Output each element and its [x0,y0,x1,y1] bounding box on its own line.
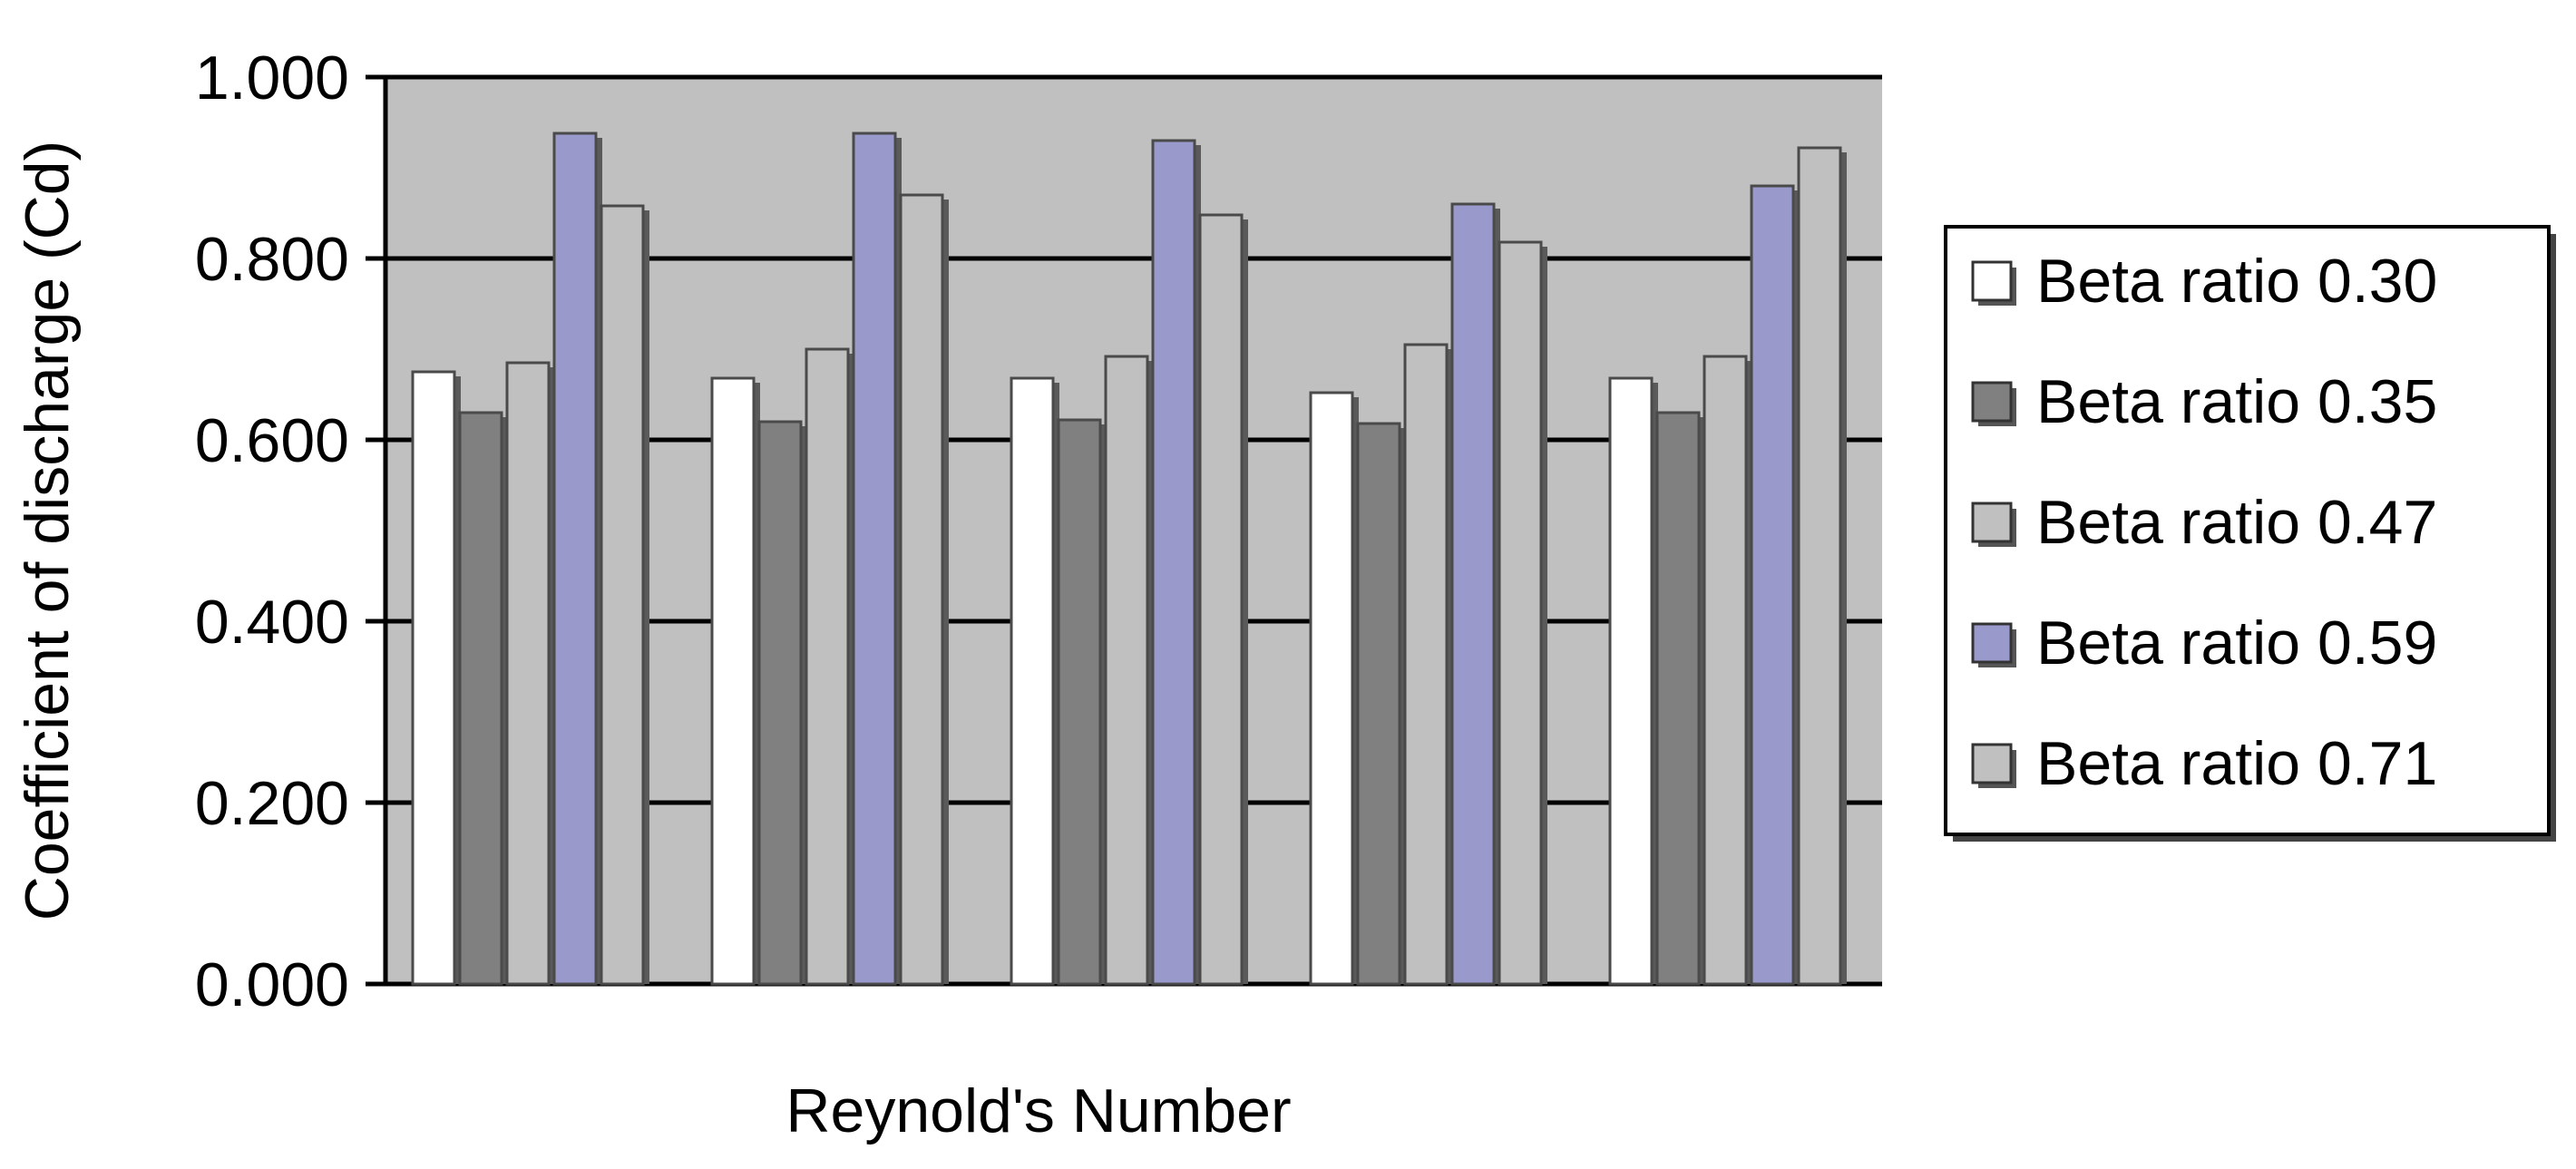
legend-label: Beta ratio 0.71 [2036,729,2437,798]
bar [1057,418,1102,986]
bar [1309,391,1354,986]
y-tick-label: 0.200 [195,769,349,838]
bar [1450,202,1496,986]
legend-swatch [1971,381,2013,423]
bar [505,361,551,986]
bar [1498,240,1543,986]
bar [1198,213,1244,986]
y-axis-label: Coefficient of discharge (Cd) [13,141,82,921]
y-tick-label: 0.600 [195,406,349,475]
legend-label: Beta ratio 0.47 [2036,488,2437,557]
y-tick-label: 1.000 [195,44,349,112]
bar [600,204,645,986]
bar [1104,355,1149,986]
bar [1655,411,1701,986]
bar [710,376,756,986]
bars [411,132,1847,986]
legend-label: Beta ratio 0.59 [2036,609,2437,677]
bar [757,420,803,986]
bar [1608,376,1654,986]
legend-box [1944,225,2551,836]
bar [552,132,598,986]
bar [1797,146,1842,986]
bar [805,347,850,986]
legend-swatch [1971,260,2013,302]
y-tick-label: 0.400 [195,588,349,657]
legend-label: Beta ratio 0.30 [2036,247,2437,316]
bar [458,411,503,986]
y-axis: 0.000 0.200 0.400 0.600 0.800 1.000 [195,44,388,1019]
legend: Beta ratio 0.30 Beta ratio 0.35 Beta ratio… [1944,225,2556,842]
legend-label: Beta ratio 0.35 [2036,367,2437,436]
bar [1703,355,1748,986]
bar [1750,184,1795,986]
y-tick-label: 0.800 [195,225,349,294]
y-tick-label: 0.000 [195,950,349,1019]
legend-swatch [1971,502,2013,543]
bar [1403,343,1449,986]
bar [1151,139,1196,986]
x-axis-label: Reynold's Number [785,1076,1291,1145]
bar [852,132,897,986]
bar [1356,422,1401,986]
bar [1010,376,1055,986]
bar [411,370,456,986]
legend-swatch [1971,743,2013,784]
legend-swatch [1971,622,2013,664]
bar [899,193,944,986]
